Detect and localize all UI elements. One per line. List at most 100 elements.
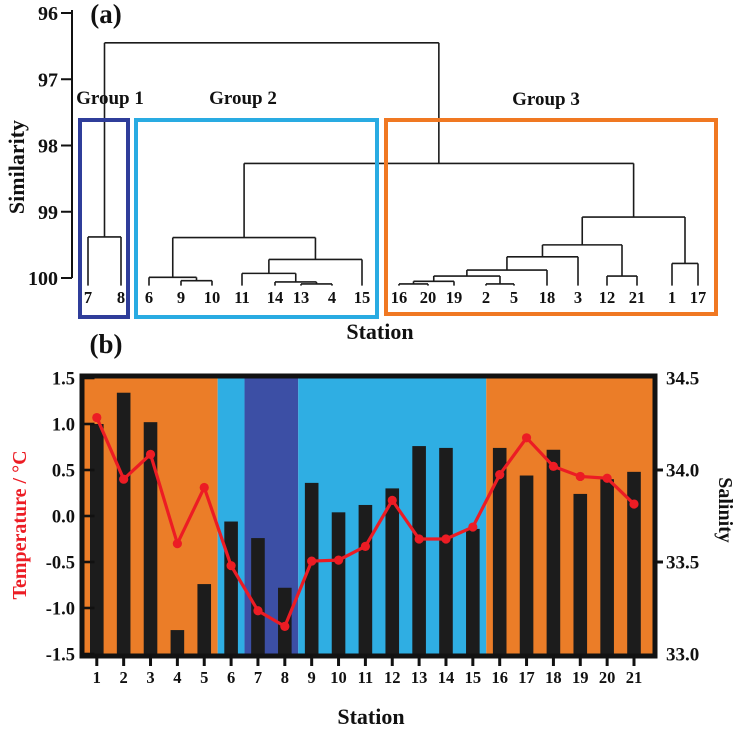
panel-a-label: (a) [90,0,122,29]
group-3-box [384,118,718,316]
station-leaf-label: 17 [690,288,707,307]
temperature-point [280,621,290,631]
salinity-bar [466,528,480,654]
station-leaf-label: 15 [354,288,371,307]
y-tick-label: 99 [38,202,58,224]
station-leaf-label: 6 [145,288,153,307]
temperature-point [387,495,397,505]
salinity-bar [627,471,641,654]
group-1-box [78,118,130,319]
station-leaf-label: 19 [446,288,463,307]
sal-tick-label: 34.0 [666,461,699,482]
station-leaf-label: 9 [177,288,185,307]
temperature-point [119,474,129,484]
station-leaf-label: 4 [328,288,336,307]
station-tick-label: 15 [465,668,482,687]
station-tick-label: 7 [254,668,262,687]
station-tick-label: 19 [572,668,589,687]
station-leaf-label: 21 [629,288,646,307]
salinity-bar [331,512,346,654]
panel-a-x-axis-title: Station [346,319,414,344]
temperature-point [333,555,344,565]
temperature-point [629,499,639,509]
temperature-point [172,539,182,549]
group-1-label: Group 1 [76,88,144,109]
salinity-bar [197,584,212,654]
salinity-bar [116,392,131,654]
temperature-point [468,522,478,532]
station-tick-label: 16 [491,668,508,687]
station-leaf-label: 12 [599,288,616,307]
salinity-bar [143,422,158,654]
salinity-bar [358,504,373,654]
combo-chart-panel: 1.5 1.0 0.5 0.0 -0.5 -1.0 -1.5 34.5 34.0 33.5 33.0… [46,369,700,688]
y-tick-label: 96 [38,3,58,25]
temperature-axis-ticks: 1.5 1.0 0.5 0.0 -0.5 -1.0 -1.5 [46,370,95,666]
station-tick-label: 3 [146,668,154,687]
salinity-bar [304,482,319,654]
salinity-bar [90,424,104,654]
temperature-point [253,606,263,616]
temperature-point [521,433,532,443]
station-leaf-label: 3 [574,288,582,307]
temperature-points [92,412,639,631]
panel-b-x-axis-title: Station [337,704,405,729]
temperature-point [575,471,585,482]
dendrogram-panel: 96 97 98 99 100 7 8 6 9 10 11 14 13 4 15 16 20 19 2 5 18 3 12 2… [28,3,718,319]
station-tick-label: 13 [411,668,428,687]
station-tick-label: 17 [518,668,535,687]
temperature-point [441,534,451,544]
salinity-bar [412,446,426,654]
station-leaf-label: 5 [510,288,518,307]
salinity-bar [600,479,614,654]
station-leaf-label: 18 [539,288,556,307]
salinity-axis-ticks: 34.5 34.0 33.5 33.0 [652,369,699,666]
dendrogram-links [87,42,699,286]
station-leaf-label: 11 [234,288,250,307]
salinity-bars [90,392,641,654]
station-tick-label: 6 [227,668,235,687]
temperature-point [602,473,612,483]
station-leaf-label: 8 [117,288,125,307]
station-leaf-label: 20 [420,288,437,307]
group-2-label: Group 2 [209,88,277,109]
y-tick-label: 98 [38,136,58,158]
salinity-bar [439,447,453,654]
temperature-point [199,482,209,493]
temperature-point [307,556,317,566]
salinity-bar [385,488,400,654]
temp-tick-label: 0.0 [52,508,75,528]
temperature-point [145,449,156,459]
sal-tick-label: 34.5 [666,369,699,390]
station-tick-label: 1 [93,668,101,687]
salinity-bar [546,449,561,654]
group-2-box [134,118,379,319]
station-leaf-label: 16 [391,288,408,307]
similarity-axis-ticks: 96 97 98 99 100 [28,3,72,290]
temp-tick-label: -1.5 [46,646,75,666]
salinity-bar [573,493,588,654]
salinity-axis-title: Salinity [714,477,736,543]
salinity-bar [170,630,185,654]
station-tick-label: 18 [545,668,562,687]
station-leaf-label: 10 [204,288,221,307]
station-axis-ticks: 1 2 3 4 5 6 7 8 9 10 11 12 13 14 15 16 17 18 19 20 21 [93,655,642,687]
region-group-3 [486,378,653,654]
temperature-axis-title: Temperature / °C [9,450,31,600]
temperature-point [92,412,102,423]
station-tick-label: 4 [173,668,181,687]
temperature-point [414,534,424,544]
temp-tick-label: 0.5 [52,462,75,482]
salinity-bar [224,521,238,654]
temp-tick-label: -0.5 [46,554,75,574]
station-tick-label: 20 [599,668,616,687]
temperature-point [548,461,559,471]
temperature-point [495,470,505,480]
temperature-point [360,541,370,551]
sal-tick-label: 33.5 [666,553,699,574]
station-tick-label: 8 [281,668,289,687]
temp-tick-label: 1.5 [52,370,75,390]
salinity-bar [519,475,534,654]
station-leaf-label: 1 [668,288,676,307]
